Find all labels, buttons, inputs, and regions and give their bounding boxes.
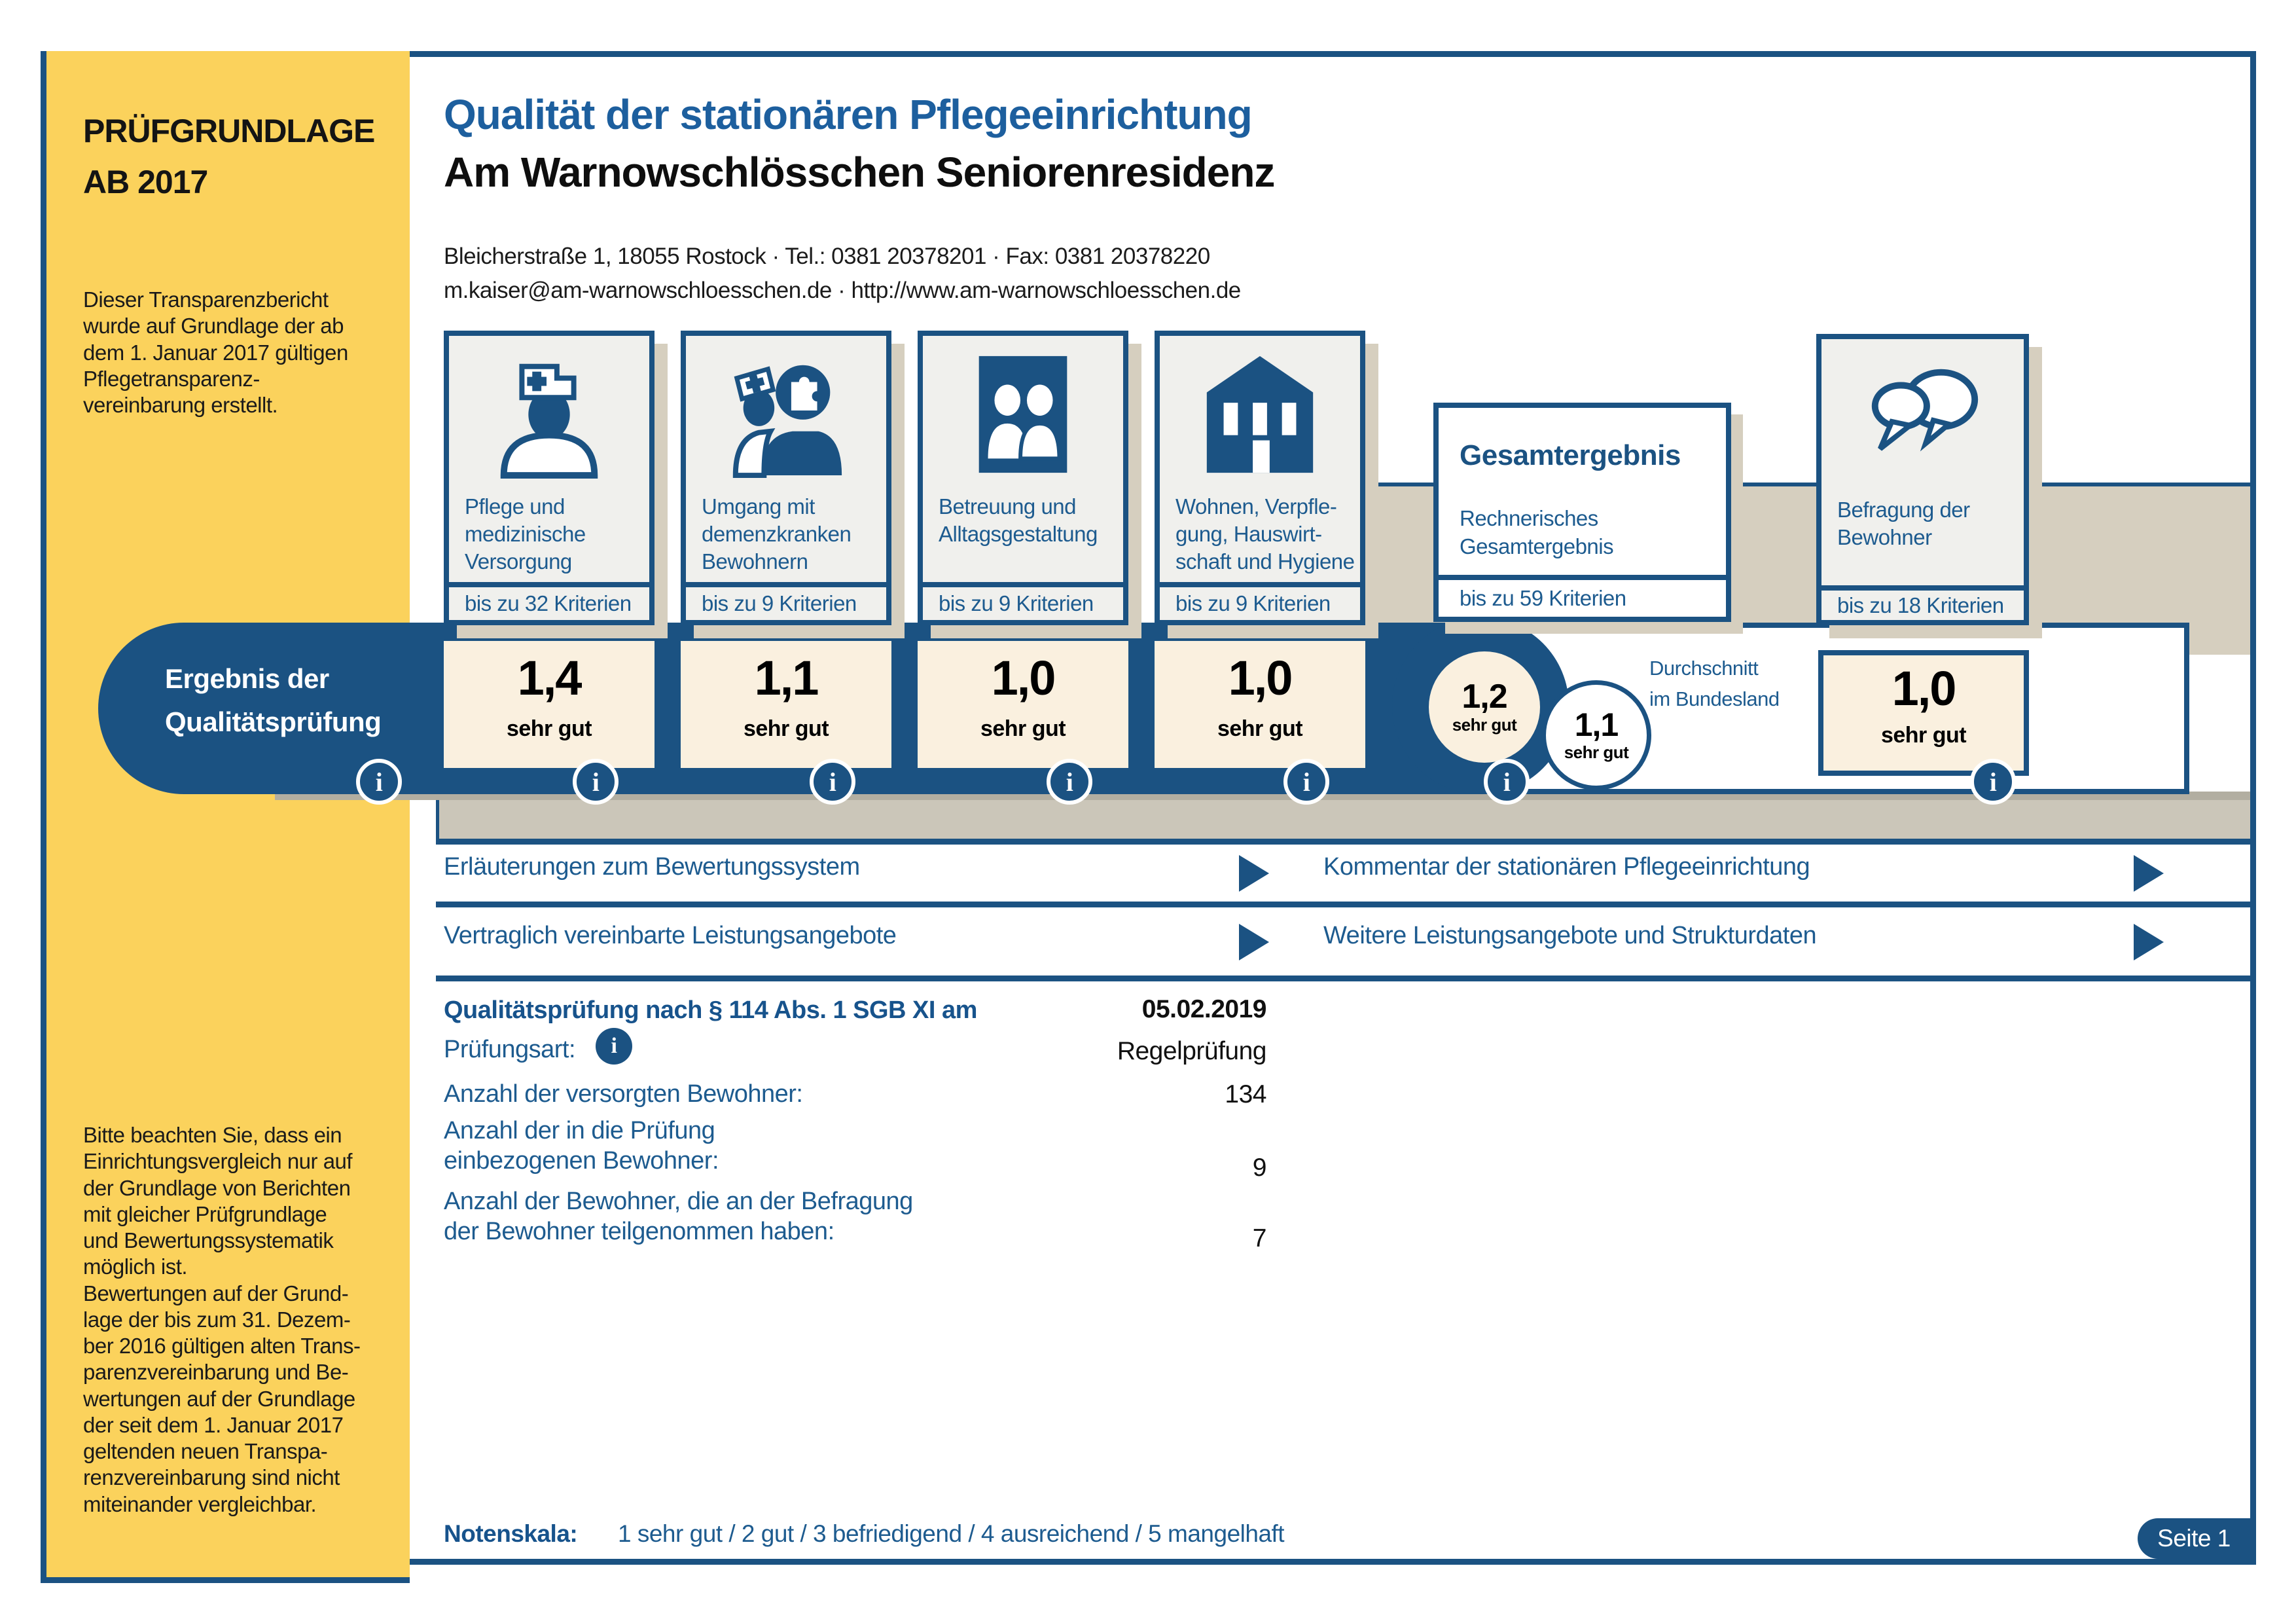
score-box-befragung: 1,0 sehr gut	[1818, 650, 2029, 776]
nurse-icon	[449, 336, 649, 493]
state-average-grade: sehr gut	[1564, 742, 1629, 762]
notenskala-label: Notenskala:	[444, 1520, 578, 1547]
arrow-icon[interactable]	[1239, 855, 1269, 892]
arrow-icon[interactable]	[2134, 855, 2164, 892]
category-card-pflege: Pflege und medizinische Versorgung bis z…	[444, 331, 655, 625]
speech-bubbles-icon	[1821, 339, 2024, 496]
fact-label-pruefungsart: Prüfungsart:	[444, 1036, 576, 1063]
divider	[1439, 575, 1726, 580]
survey-score: 1,0	[1892, 661, 1957, 716]
category-label: Pflege und medizinische Versorgung	[465, 494, 586, 574]
score-grade: sehr gut	[1217, 716, 1303, 742]
overall-grade: sehr gut	[1452, 714, 1517, 735]
category-card-wohnen: Wohnen, Verpfle- gung, Hauswirt- schaft …	[1155, 331, 1365, 625]
score-value: 1,4	[517, 651, 583, 705]
score-grade: sehr gut	[980, 716, 1066, 742]
fact-label-einbezogen: Anzahl der in die Prüfung einbezogenen B…	[444, 1117, 719, 1175]
page-number-badge: Seite 1	[2138, 1518, 2250, 1559]
sidebar-intro: Dieser Transparenzbericht wurde auf Grun…	[83, 287, 348, 417]
state-average-label: Durchschnitt im Bundesland	[1649, 657, 1780, 710]
score-box-betreuung: 1,0 sehr gut	[918, 641, 1128, 768]
category-card-demenz: Umgang mit demenzkranken Bewohnern bis z…	[681, 331, 891, 625]
category-criteria: bis zu 32 Kriterien	[449, 582, 649, 620]
frame-bottom-rule	[410, 1559, 2256, 1565]
score-box-demenz: 1,1 sehr gut	[681, 641, 891, 768]
info-icon[interactable]: i	[1047, 759, 1092, 805]
page-title: Qualität der stationären Pflegeeinrichtu…	[444, 91, 1253, 138]
fact-value-befragung: 7	[1252, 1224, 1267, 1252]
info-icon[interactable]: i	[1970, 759, 2016, 805]
overall-card: Gesamtergebnis Rechnerisches Gesamtergeb…	[1433, 403, 1731, 622]
frame-top	[41, 51, 2256, 57]
score-box-pflege: 1,4 sehr gut	[444, 641, 655, 768]
category-label: Umgang mit demenzkranken Bewohnern	[702, 494, 852, 574]
fact-label-pruefdatum: Qualitätsprüfung nach § 114 Abs. 1 SGB X…	[444, 996, 977, 1024]
arrow-icon[interactable]	[1239, 924, 1269, 960]
fact-value-pruefungsart: Regelprüfung	[1117, 1037, 1267, 1065]
survey-card: Befragung der Bewohner bis zu 18 Kriteri…	[1816, 334, 2029, 625]
facility-name: Am Warnowschlösschen Seniorenresidenz	[444, 149, 1275, 196]
facility-contact: m.kaiser@am-warnowschloesschen.de · http…	[444, 278, 1241, 303]
dementia-icon	[686, 336, 886, 493]
fact-value-pruefdatum: 05.02.2019	[1141, 995, 1267, 1023]
info-icon[interactable]: i	[1484, 759, 1530, 805]
info-icon[interactable]: i	[810, 759, 855, 805]
overall-label: Rechnerisches Gesamtergebnis	[1460, 506, 1614, 558]
band-label: Ergebnis der Qualitätsprüfung	[165, 663, 382, 738]
score-grade: sehr gut	[743, 716, 829, 742]
sidebar-note: Bitte beachten Sie, dass ein Einrichtung…	[83, 1123, 361, 1516]
fact-value-einbezogen: 9	[1252, 1154, 1267, 1182]
divider	[436, 839, 2250, 845]
divider	[436, 902, 2250, 907]
link-strukturdaten[interactable]: Weitere Leistungsangebote und Strukturda…	[1323, 922, 1817, 949]
people-icon	[923, 336, 1123, 493]
fact-value-bewohner: 134	[1225, 1080, 1266, 1108]
score-value: 1,0	[1228, 651, 1293, 705]
link-kommentar[interactable]: Kommentar der stationären Pflegeeinricht…	[1323, 853, 1810, 881]
survey-label: Befragung der Bewohner	[1837, 498, 1970, 550]
fact-label-befragung: Anzahl der Bewohner, die an der Befragun…	[444, 1188, 913, 1246]
score-value: 1,0	[991, 651, 1056, 705]
survey-grade: sehr gut	[1880, 723, 1967, 748]
overall-criteria: bis zu 59 Kriterien	[1460, 586, 1626, 610]
divider	[436, 976, 2250, 981]
frame-right	[2250, 51, 2256, 1565]
fact-label-bewohner: Anzahl der versorgten Bewohner:	[444, 1080, 803, 1108]
link-leistungsangebote[interactable]: Vertraglich vereinbarte Leistungsangebot…	[444, 922, 897, 949]
state-average-score: 1,1	[1574, 706, 1619, 744]
band-shadow-2	[436, 800, 2250, 839]
sidebar-title: PRÜFGRUNDLAGE AB 2017	[83, 113, 375, 200]
category-label: Betreuung und Alltagsgestaltung	[939, 494, 1098, 547]
info-icon[interactable]: i	[573, 759, 619, 805]
score-grade: sehr gut	[506, 716, 592, 742]
overall-heading: Gesamtergebnis	[1460, 439, 1681, 471]
category-label: Wohnen, Verpfle- gung, Hauswirt- schaft …	[1175, 494, 1355, 574]
score-box-wohnen: 1,0 sehr gut	[1155, 641, 1365, 768]
category-criteria: bis zu 9 Kriterien	[686, 582, 886, 620]
link-bewertungssystem[interactable]: Erläuterungen zum Bewertungssystem	[444, 853, 860, 881]
survey-criteria: bis zu 18 Kriterien	[1821, 585, 2024, 620]
info-icon[interactable]: i	[1283, 759, 1329, 805]
arrow-icon[interactable]	[2134, 924, 2164, 960]
overall-score-circle: 1,2 sehr gut	[1429, 651, 1540, 763]
facility-address: Bleicherstraße 1, 18055 Rostock · Tel.: …	[444, 244, 1210, 269]
house-icon	[1160, 336, 1360, 493]
score-value: 1,1	[754, 651, 819, 705]
category-criteria: bis zu 9 Kriterien	[1160, 582, 1360, 620]
info-icon[interactable]: i	[596, 1028, 632, 1065]
category-card-betreuung: Betreuung und Alltagsgestaltung bis zu 9…	[918, 331, 1128, 625]
overall-score: 1,2	[1462, 678, 1507, 716]
info-icon[interactable]: i	[356, 759, 402, 805]
notenskala-scale: 1 sehr gut / 2 gut / 3 befriedigend / 4 …	[618, 1520, 1285, 1547]
sidebar: PRÜFGRUNDLAGE AB 2017 Dieser Transparenz…	[41, 51, 410, 1583]
category-criteria: bis zu 9 Kriterien	[923, 582, 1123, 620]
state-average-circle: 1,1 sehr gut	[1541, 680, 1651, 790]
